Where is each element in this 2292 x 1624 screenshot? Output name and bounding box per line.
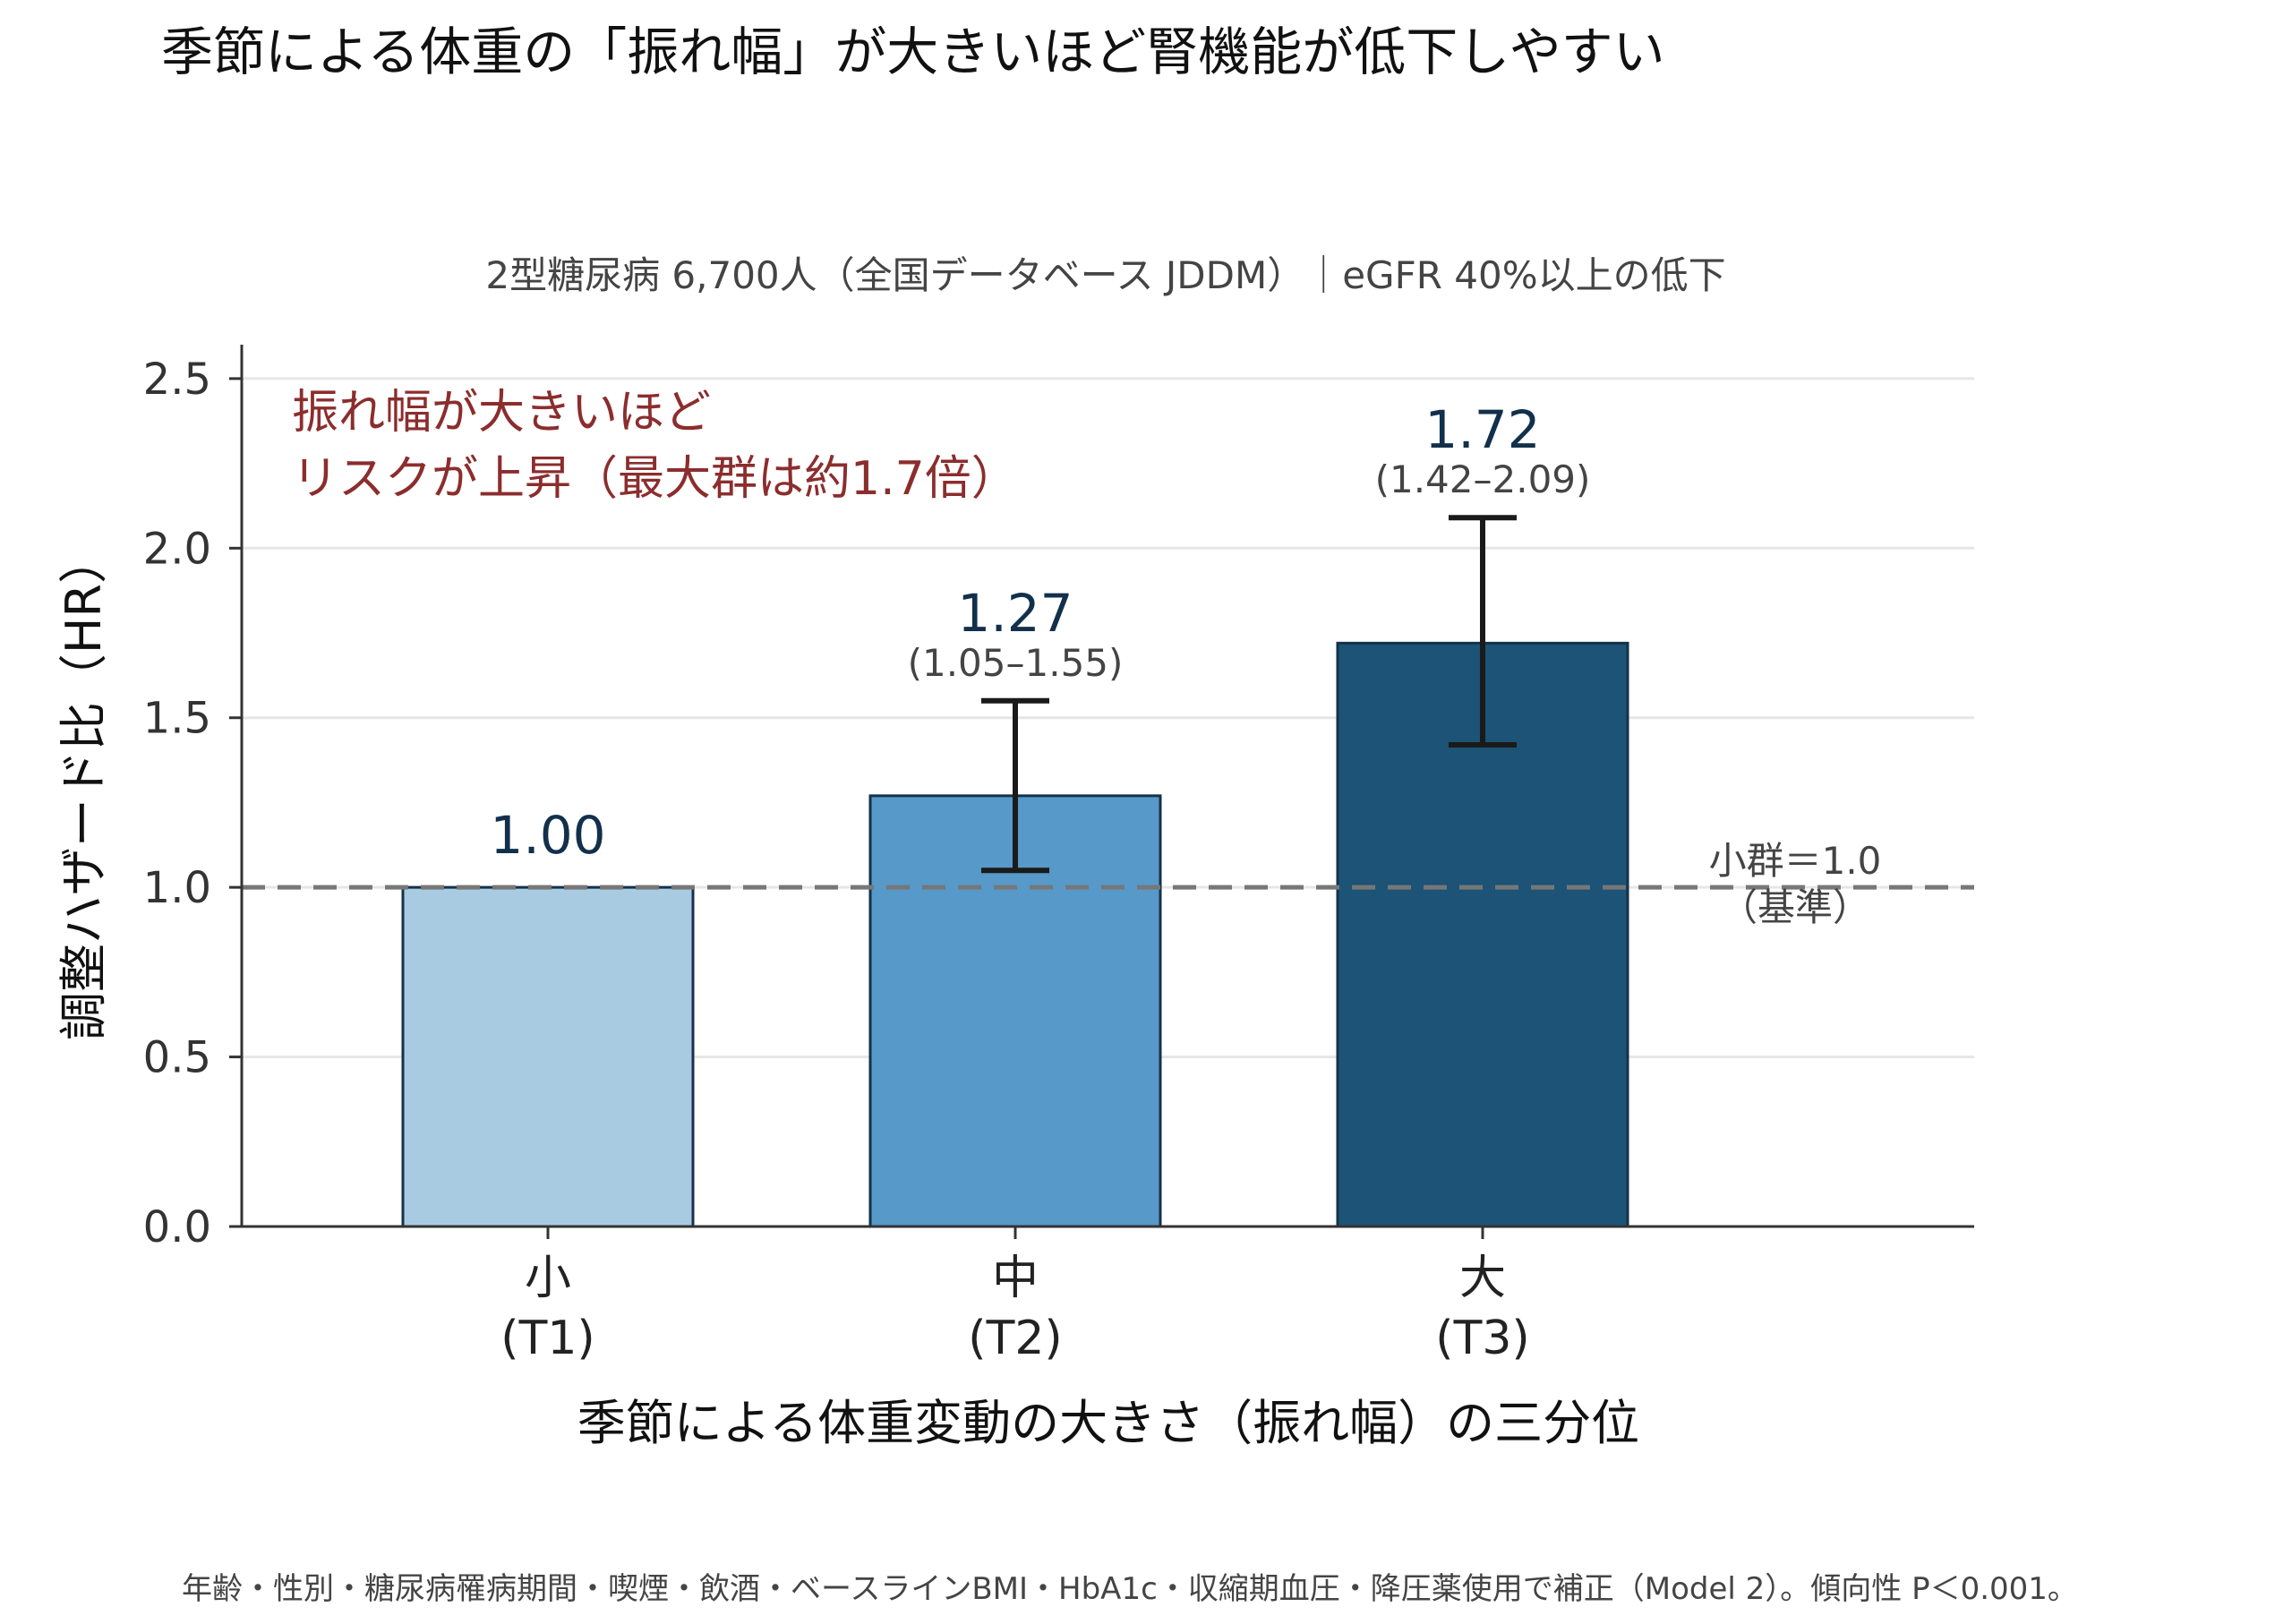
x-tick-sublabel: (T1) xyxy=(500,1312,594,1365)
y-tick-label: 1.5 xyxy=(143,694,211,744)
y-tick-label: 2.5 xyxy=(143,355,211,405)
x-tick-label: 中 xyxy=(992,1252,1039,1305)
x-axis-title: 季節による体重変動の大きさ（振れ幅）の三分位 xyxy=(577,1395,1639,1451)
x-axis-ticks: 小 (T1) 中 (T2) 大 (T3) xyxy=(500,1227,1530,1365)
y-tick-label: 0.0 xyxy=(143,1202,211,1252)
x-tick-sublabel: (T2) xyxy=(968,1312,1062,1365)
hr-value-label: 1.00 xyxy=(490,805,605,866)
y-tick-label: 1.0 xyxy=(143,863,211,913)
ci-label: (1.05–1.55) xyxy=(908,641,1124,685)
hr-value-label: 1.72 xyxy=(1424,399,1540,460)
x-tick-sublabel: (T3) xyxy=(1435,1312,1529,1365)
hr-value-label: 1.27 xyxy=(957,583,1073,644)
annotation-line1: 振れ幅が大きいほど xyxy=(292,386,711,440)
y-axis-ticks: 0.0 0.5 1.0 1.5 2.0 2.5 xyxy=(143,355,242,1252)
ci-label: (1.42–2.09) xyxy=(1375,457,1591,501)
footnote: 年齢・性別・糖尿病罹病期間・喫煙・飲酒・ベースラインBMI・HbA1c・収縮期血… xyxy=(182,1571,2078,1607)
y-tick-label: 0.5 xyxy=(143,1033,211,1083)
error-bar xyxy=(1449,515,1517,748)
reference-label-line1: 小群＝1.0 xyxy=(1709,839,1882,883)
x-tick-label: 大 xyxy=(1459,1252,1506,1305)
error-bars xyxy=(981,515,1517,874)
chart-subtitle: 2型糖尿病 6,700人（全国データベース JDDM）｜eGFR 40%以上の低… xyxy=(485,253,1725,297)
y-tick-label: 2.0 xyxy=(143,524,211,574)
x-tick-label: 小 xyxy=(525,1252,571,1305)
chart-title: 季節による体重の「振れ幅」が大きいほど腎機能が低下しやすい xyxy=(161,21,1665,82)
bar-labels: 1.00 (1.05–1.55)1.27 (1.42–2.09)1.72 xyxy=(490,399,1590,866)
reference-label-line2: （基準） xyxy=(1720,885,1870,929)
y-axis-title: 調整ハザード比（HR） xyxy=(56,535,112,1040)
annotation-line2: リスクが上昇（最大群は約1.7倍） xyxy=(292,452,1018,506)
bar xyxy=(401,885,695,1228)
error-bar xyxy=(981,697,1049,874)
